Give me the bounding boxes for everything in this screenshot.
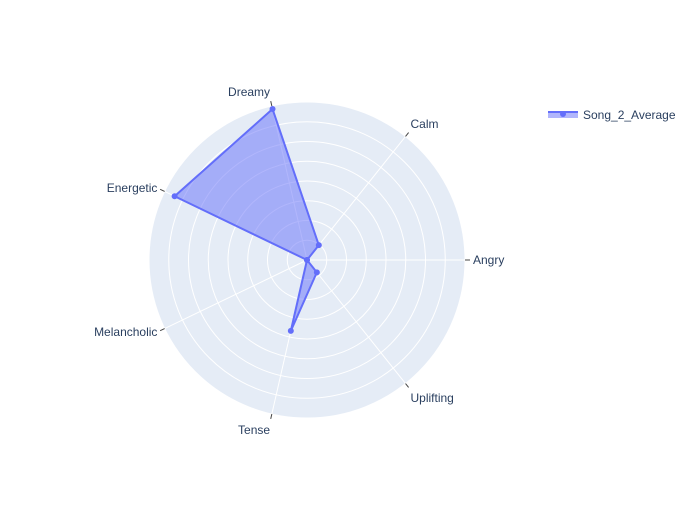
data-point-calm[interactable]: [315, 242, 322, 249]
axis-tick: [159, 328, 165, 332]
axis-label-melancholic: Melancholic: [94, 325, 157, 339]
axis-tick: [270, 100, 273, 107]
grid-spoke: [164, 259, 308, 330]
data-point-dreamy[interactable]: [269, 106, 276, 113]
data-point-tense[interactable]: [287, 327, 294, 334]
axis-label-dreamy: Dreamy: [228, 85, 270, 99]
axis-tick: [405, 132, 410, 137]
data-point-melancholic[interactable]: [304, 257, 310, 263]
data-point-uplifting[interactable]: [313, 269, 320, 276]
axis-labels: Angry Calm Dreamy Energetic Melancholic Tense…: [94, 85, 504, 437]
legend[interactable]: Song_2_Average: [548, 108, 676, 122]
series-area[interactable]: [173, 108, 320, 332]
grid-spoke: [306, 259, 406, 384]
axis-ticks: [159, 100, 470, 420]
legend-label[interactable]: Song_2_Average: [583, 108, 676, 122]
axis-label-uplifting: Uplifting: [410, 391, 453, 405]
axis-tick: [270, 413, 273, 420]
series-layer: [171, 106, 322, 334]
axis-label-calm: Calm: [410, 117, 438, 131]
axis-label-energetic: Energetic: [107, 181, 158, 195]
axis-label-angry: Angry: [473, 253, 504, 267]
axis-tick: [405, 383, 410, 388]
legend-swatch-marker: [560, 111, 566, 117]
grid-spoke: [306, 136, 406, 261]
data-point-energetic[interactable]: [171, 193, 178, 200]
axis-tick: [159, 188, 165, 192]
axis-label-tense: Tense: [238, 423, 270, 437]
